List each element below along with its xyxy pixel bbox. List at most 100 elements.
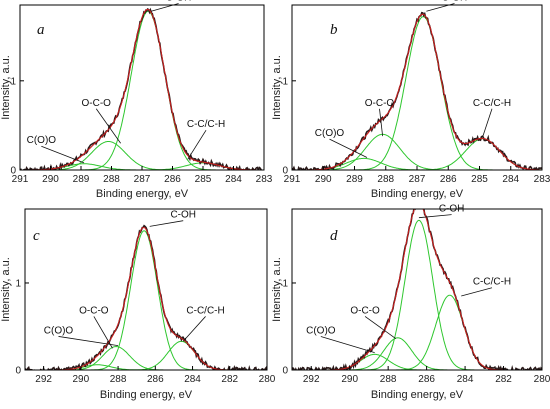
annotation-leader <box>418 214 452 219</box>
x-tick-label: 282 <box>221 374 238 385</box>
x-tick-label: 290 <box>73 374 90 385</box>
x-tick-label: 286 <box>147 374 164 385</box>
annotation-leader <box>95 108 121 144</box>
peak-label: C-OH <box>442 0 468 4</box>
x-tick-label: 283 <box>256 174 273 185</box>
x-tick-label: 289 <box>73 174 90 185</box>
xps-panel-c: 292 290 288 286 284 282 280 0 1 Binding energy, e… <box>0 208 276 401</box>
annotation-leader <box>182 316 206 342</box>
experimental-spectrum <box>292 209 542 370</box>
experimental-spectrum <box>20 7 264 170</box>
peak-label: C-C/C-H <box>473 277 511 288</box>
peak-component-C-OH <box>292 219 542 370</box>
panel-letter: c <box>33 228 40 244</box>
y-tick-label: 1 <box>15 278 21 289</box>
peak-label: C-C/C-H <box>186 305 224 316</box>
experimental-spectrum <box>292 11 542 170</box>
x-tick-label: 288 <box>110 374 127 385</box>
plot-area <box>25 224 267 370</box>
peak-component-O-C-O <box>25 345 267 370</box>
plot-area <box>20 7 264 170</box>
y-tick-label: 1 <box>10 76 16 87</box>
x-axis-label: Binding energy, eV <box>371 389 464 401</box>
x-tick-label: 291 <box>284 174 301 185</box>
plot-frame <box>19 4 265 171</box>
y-axis-label: Intensity, a.u. <box>0 55 12 120</box>
peak-label: C-OH <box>439 204 465 215</box>
annotation-leader <box>426 3 455 12</box>
annotation-leader <box>320 336 375 353</box>
peak-label: C-OH <box>166 0 192 4</box>
peak-label: C-C/C-H <box>187 119 225 130</box>
y-tick-label: 0 <box>15 366 21 377</box>
x-tick-label: 287 <box>409 174 426 185</box>
x-tick-label: 286 <box>440 174 457 185</box>
annotation-leader <box>151 3 179 12</box>
annotation-leader <box>93 316 113 349</box>
plot-frame <box>24 208 268 371</box>
annotation-leader <box>187 129 207 160</box>
peak-label: O-C-O <box>82 98 112 109</box>
peak-label: C(O)O <box>44 325 74 336</box>
x-tick-label: 283 <box>534 174 550 185</box>
peak-label: C(O)O <box>27 135 57 146</box>
xps-panel-b: 291 290 289 288 287 286 285 284 283 0 1 Binding ene… <box>271 0 550 200</box>
x-axis-label: Binding energy, eV <box>96 188 189 200</box>
x-tick-label: 290 <box>341 374 358 385</box>
x-tick-label: 285 <box>471 174 488 185</box>
peak-label: O-C-O <box>79 305 109 316</box>
fit-envelope <box>20 8 264 170</box>
x-tick-label: 284 <box>457 374 474 385</box>
x-axis-label: Binding energy, eV <box>371 188 464 200</box>
x-tick-label: 291 <box>12 174 29 185</box>
x-tick-label: 288 <box>103 174 120 185</box>
peak-component-C-OH <box>292 16 542 170</box>
annotation-leader <box>149 220 184 227</box>
y-tick-label: 0 <box>282 166 288 177</box>
annotation-leader <box>379 108 384 137</box>
y-axis-label: Intensity, a.u. <box>271 55 283 120</box>
x-tick-label: 284 <box>225 174 242 185</box>
x-tick-label: 289 <box>346 174 363 185</box>
x-tick-label: 292 <box>303 374 320 385</box>
experimental-spectrum <box>25 224 267 370</box>
x-tick-label: 288 <box>380 374 397 385</box>
panel-letter: d <box>330 228 338 244</box>
x-tick-label: 280 <box>259 374 276 385</box>
annotation-leader <box>364 316 397 339</box>
annotation-leader <box>41 145 85 164</box>
x-axis-label: Binding energy, eV <box>100 389 193 401</box>
xps-panel-a: 291 290 289 288 287 286 285 284 283 0 1 Binding ene… <box>0 0 273 200</box>
panel-letter: a <box>37 22 45 38</box>
x-tick-label: 290 <box>315 174 332 185</box>
peak-component-C-OH <box>20 10 264 170</box>
peak-component-C-OH <box>25 230 267 370</box>
annotation-leader <box>482 108 493 138</box>
x-tick-label: 290 <box>42 174 59 185</box>
peak-label: C(O)O <box>315 128 345 139</box>
annotation-leader <box>461 287 493 297</box>
peak-label: C-OH <box>170 210 196 221</box>
peak-component-C-C/C-H <box>25 340 267 370</box>
x-tick-label: 284 <box>184 374 201 385</box>
annotation-leader <box>329 138 368 158</box>
x-tick-label: 284 <box>502 174 519 185</box>
peak-label: C(O)O <box>306 325 336 336</box>
x-tick-label: 292 <box>35 374 52 385</box>
y-axis-label: Intensity, a.u. <box>0 257 12 322</box>
fit-envelope <box>292 13 542 170</box>
y-tick-label: 1 <box>282 278 288 289</box>
peak-label: O-C-O <box>365 98 395 109</box>
xps-panel-d: 292 290 288 286 284 282 280 0 1 Binding energy, e… <box>271 204 550 401</box>
peak-label: O-C-O <box>350 305 380 316</box>
y-tick-label: 0 <box>10 166 16 177</box>
peak-label: C-C/C-H <box>473 98 511 109</box>
y-tick-label: 0 <box>282 366 288 377</box>
x-tick-label: 286 <box>164 174 181 185</box>
y-axis-label: Intensity, a.u. <box>271 257 283 322</box>
annotation-leader <box>58 336 119 347</box>
x-tick-label: 287 <box>134 174 151 185</box>
y-tick-label: 1 <box>282 76 288 87</box>
